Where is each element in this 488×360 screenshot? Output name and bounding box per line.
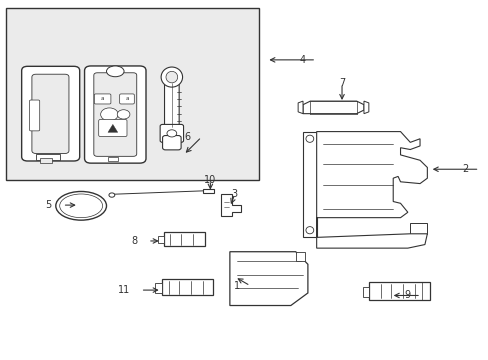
Ellipse shape bbox=[101, 108, 118, 121]
Ellipse shape bbox=[161, 67, 182, 87]
Polygon shape bbox=[298, 101, 303, 114]
Bar bbox=[5, 8, 259, 180]
FancyBboxPatch shape bbox=[94, 94, 111, 104]
Bar bbox=[108, 157, 118, 161]
Polygon shape bbox=[409, 223, 427, 234]
Polygon shape bbox=[163, 232, 205, 246]
Text: 10: 10 bbox=[204, 175, 216, 185]
Polygon shape bbox=[295, 252, 305, 261]
Text: 7: 7 bbox=[338, 78, 345, 88]
Text: 3: 3 bbox=[231, 189, 237, 199]
Polygon shape bbox=[363, 101, 368, 114]
Bar bbox=[36, 154, 60, 160]
Ellipse shape bbox=[305, 135, 313, 142]
Bar bbox=[40, 158, 52, 163]
Polygon shape bbox=[158, 235, 163, 243]
Ellipse shape bbox=[106, 66, 124, 77]
Ellipse shape bbox=[166, 130, 176, 137]
Ellipse shape bbox=[60, 194, 102, 218]
Polygon shape bbox=[303, 132, 316, 237]
Ellipse shape bbox=[56, 192, 106, 220]
Text: 6: 6 bbox=[184, 132, 190, 142]
FancyBboxPatch shape bbox=[32, 74, 69, 153]
FancyBboxPatch shape bbox=[99, 120, 127, 136]
FancyBboxPatch shape bbox=[29, 100, 40, 131]
Text: 11: 11 bbox=[118, 285, 130, 295]
Polygon shape bbox=[161, 279, 212, 296]
Text: 4: 4 bbox=[299, 55, 305, 65]
Bar bbox=[203, 189, 213, 193]
Polygon shape bbox=[303, 101, 363, 114]
Text: 9: 9 bbox=[404, 291, 409, 301]
FancyBboxPatch shape bbox=[120, 94, 134, 104]
FancyBboxPatch shape bbox=[84, 66, 146, 163]
Polygon shape bbox=[108, 125, 118, 132]
Polygon shape bbox=[316, 234, 427, 248]
FancyBboxPatch shape bbox=[160, 125, 183, 142]
Polygon shape bbox=[362, 287, 368, 297]
Text: 8: 8 bbox=[131, 236, 137, 246]
Text: 2: 2 bbox=[462, 164, 468, 174]
Polygon shape bbox=[229, 252, 307, 306]
Ellipse shape bbox=[109, 193, 115, 197]
Text: 5: 5 bbox=[45, 200, 52, 210]
Ellipse shape bbox=[305, 226, 313, 234]
Polygon shape bbox=[316, 132, 427, 237]
Polygon shape bbox=[368, 282, 429, 300]
Text: a: a bbox=[101, 96, 104, 101]
FancyBboxPatch shape bbox=[164, 80, 179, 130]
FancyBboxPatch shape bbox=[21, 66, 80, 161]
Ellipse shape bbox=[117, 110, 130, 119]
Ellipse shape bbox=[165, 71, 177, 83]
Text: a: a bbox=[125, 96, 128, 101]
FancyBboxPatch shape bbox=[94, 73, 137, 156]
Text: 1: 1 bbox=[233, 281, 239, 291]
Polygon shape bbox=[221, 194, 240, 216]
Polygon shape bbox=[155, 283, 161, 293]
FancyBboxPatch shape bbox=[162, 135, 181, 150]
